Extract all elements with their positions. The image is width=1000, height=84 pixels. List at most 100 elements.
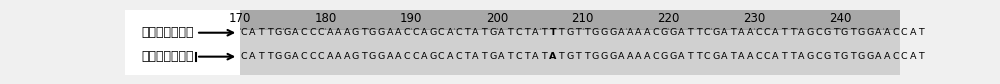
Text: A: A bbox=[326, 28, 333, 37]
Text: G: G bbox=[369, 52, 376, 61]
Text: T: T bbox=[361, 28, 367, 37]
Text: A: A bbox=[472, 28, 479, 37]
Text: A: A bbox=[875, 28, 882, 37]
Text: A: A bbox=[772, 28, 779, 37]
Text: C: C bbox=[241, 28, 247, 37]
Text: C: C bbox=[438, 52, 445, 61]
Text: G: G bbox=[712, 52, 719, 61]
Text: C: C bbox=[301, 52, 307, 61]
Text: 190: 190 bbox=[400, 12, 422, 25]
Text: C: C bbox=[309, 52, 316, 61]
Text: T: T bbox=[558, 52, 564, 61]
Text: T: T bbox=[267, 28, 273, 37]
Text: T: T bbox=[524, 28, 530, 37]
Text: A: A bbox=[910, 52, 916, 61]
Text: G: G bbox=[601, 52, 608, 61]
Text: G: G bbox=[378, 28, 385, 37]
Text: C: C bbox=[412, 52, 419, 61]
Text: A: A bbox=[549, 52, 556, 61]
Text: C: C bbox=[309, 28, 316, 37]
Text: A: A bbox=[421, 52, 427, 61]
Text: A: A bbox=[678, 52, 685, 61]
Text: G: G bbox=[369, 28, 376, 37]
Text: G: G bbox=[866, 52, 874, 61]
Text: G: G bbox=[275, 52, 282, 61]
Text: T: T bbox=[258, 52, 264, 61]
Text: A: A bbox=[618, 28, 625, 37]
Text: A: A bbox=[249, 28, 256, 37]
Text: A: A bbox=[884, 52, 890, 61]
Text: C: C bbox=[704, 28, 710, 37]
Text: A: A bbox=[335, 28, 342, 37]
Text: T: T bbox=[781, 28, 787, 37]
Text: A: A bbox=[635, 52, 642, 61]
Text: G: G bbox=[661, 28, 668, 37]
Text: T: T bbox=[850, 28, 856, 37]
Text: T: T bbox=[696, 28, 701, 37]
Text: T: T bbox=[267, 52, 273, 61]
Text: 180: 180 bbox=[314, 12, 337, 25]
Text: A: A bbox=[395, 28, 402, 37]
Text: T: T bbox=[481, 28, 487, 37]
Text: T: T bbox=[730, 52, 736, 61]
Text: T: T bbox=[730, 28, 736, 37]
Text: 230: 230 bbox=[743, 12, 765, 25]
Text: A: A bbox=[387, 28, 393, 37]
Text: T: T bbox=[790, 52, 796, 61]
Text: G: G bbox=[712, 28, 719, 37]
Text: G: G bbox=[429, 28, 436, 37]
Text: A: A bbox=[292, 28, 299, 37]
Text: T: T bbox=[781, 52, 787, 61]
Text: A: A bbox=[335, 52, 342, 61]
Text: C: C bbox=[901, 52, 908, 61]
Text: T: T bbox=[687, 28, 693, 37]
Text: A: A bbox=[627, 28, 633, 37]
Text: G: G bbox=[566, 28, 573, 37]
Text: A: A bbox=[678, 28, 685, 37]
Bar bbox=[240, 29, 900, 75]
Text: 170: 170 bbox=[229, 12, 251, 25]
Text: A: A bbox=[447, 52, 453, 61]
Text: T: T bbox=[549, 28, 556, 37]
Text: G: G bbox=[429, 52, 436, 61]
Text: C: C bbox=[438, 28, 445, 37]
Text: C: C bbox=[652, 52, 659, 61]
Text: A: A bbox=[627, 52, 633, 61]
Text: C: C bbox=[652, 28, 659, 37]
Text: A: A bbox=[910, 28, 916, 37]
Text: C: C bbox=[455, 52, 462, 61]
Text: A: A bbox=[772, 52, 779, 61]
Text: C: C bbox=[515, 52, 522, 61]
Text: T: T bbox=[258, 28, 264, 37]
Text: A: A bbox=[738, 52, 745, 61]
Text: G: G bbox=[378, 52, 385, 61]
Text: T: T bbox=[507, 28, 513, 37]
Text: A: A bbox=[747, 28, 753, 37]
Text: C: C bbox=[755, 28, 762, 37]
Text: A: A bbox=[644, 52, 650, 61]
Text: T: T bbox=[524, 52, 530, 61]
Text: G: G bbox=[669, 28, 676, 37]
Text: C: C bbox=[704, 52, 710, 61]
Text: G: G bbox=[806, 28, 814, 37]
Text: G: G bbox=[661, 52, 668, 61]
Text: A: A bbox=[747, 52, 753, 61]
Text: G: G bbox=[283, 52, 290, 61]
Text: G: G bbox=[609, 52, 616, 61]
Text: A: A bbox=[447, 28, 453, 37]
Text: T: T bbox=[464, 28, 470, 37]
Text: T: T bbox=[507, 52, 513, 61]
Text: G: G bbox=[352, 28, 359, 37]
Text: G: G bbox=[806, 52, 814, 61]
Text: A: A bbox=[798, 28, 805, 37]
Text: G: G bbox=[352, 52, 359, 61]
Text: A: A bbox=[884, 28, 890, 37]
Text: 220: 220 bbox=[657, 12, 680, 25]
Text: T: T bbox=[790, 28, 796, 37]
Text: T: T bbox=[576, 52, 581, 61]
Text: T: T bbox=[850, 52, 856, 61]
Text: A: A bbox=[532, 28, 539, 37]
Text: A: A bbox=[738, 28, 745, 37]
Text: A: A bbox=[421, 28, 427, 37]
Text: C: C bbox=[404, 28, 410, 37]
